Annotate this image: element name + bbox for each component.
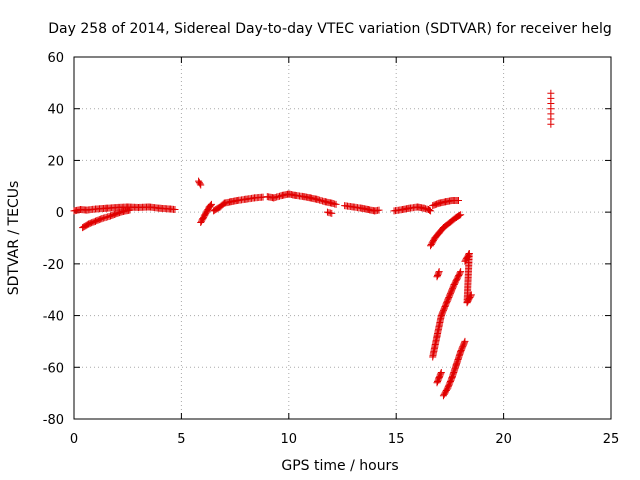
data-point <box>197 181 205 189</box>
data-point <box>456 211 464 219</box>
data-point <box>206 202 214 210</box>
x-tick-label: 10 <box>281 432 298 447</box>
data-point <box>467 292 475 300</box>
y-tick-label: 40 <box>47 103 64 118</box>
data-point <box>171 206 179 214</box>
data-point <box>460 339 468 347</box>
data-series <box>390 203 435 215</box>
data-point <box>456 269 464 277</box>
chart-title: Day 258 of 2014, Sidereal Day-to-day VTE… <box>48 21 611 37</box>
data-series <box>197 200 215 226</box>
y-tick-label: 60 <box>47 51 64 66</box>
x-tick-label: 15 <box>388 432 405 447</box>
data-point <box>375 206 383 214</box>
data-series <box>547 89 555 128</box>
x-tick-label: 0 <box>70 432 78 447</box>
x-tick-label: 20 <box>495 432 512 447</box>
data-point <box>454 197 462 205</box>
data-point <box>427 207 435 215</box>
data-point <box>332 200 340 208</box>
data-point <box>437 368 445 376</box>
data-series <box>433 268 443 281</box>
data-series <box>263 190 340 208</box>
data-series <box>323 208 336 217</box>
data-series <box>210 193 267 215</box>
data-marks <box>70 89 555 400</box>
data-series <box>427 211 465 250</box>
data-point <box>467 291 475 299</box>
x-axis-label: GPS time / hours <box>281 458 398 474</box>
plot-frame <box>73 56 612 420</box>
x-tick-label: 5 <box>177 432 185 447</box>
y-axis-label: SDTVAR / TECUs <box>6 181 22 296</box>
y-tick-label: -60 <box>43 361 64 376</box>
data-point <box>435 269 443 277</box>
grid <box>74 57 611 419</box>
data-point <box>461 337 469 345</box>
data-point <box>425 206 433 214</box>
data-point <box>126 206 134 214</box>
data-point <box>547 120 555 128</box>
axis-ticks: 0 5 10 15 20 25 -80 -60 -40 -20 0 20 40 60 <box>43 51 620 447</box>
data-series <box>461 250 475 307</box>
y-tick-label: -20 <box>43 258 64 273</box>
data-series <box>439 337 469 400</box>
data-series <box>341 202 383 215</box>
y-tick-label: -80 <box>43 413 64 428</box>
y-tick-label: 20 <box>47 154 64 169</box>
data-series <box>433 368 445 387</box>
y-tick-label: 0 <box>56 206 64 221</box>
data-series <box>195 177 205 189</box>
data-series <box>429 268 465 361</box>
y-tick-label: -40 <box>43 310 64 325</box>
data-point <box>435 268 443 276</box>
data-point <box>328 209 336 217</box>
data-series <box>79 206 134 232</box>
data-point <box>457 211 465 219</box>
data-point <box>207 200 215 208</box>
data-point <box>457 268 465 276</box>
data-point <box>196 180 204 188</box>
x-tick-label: 25 <box>603 432 620 447</box>
data-series <box>429 197 462 210</box>
data-point <box>437 370 445 378</box>
data-point <box>207 201 215 209</box>
